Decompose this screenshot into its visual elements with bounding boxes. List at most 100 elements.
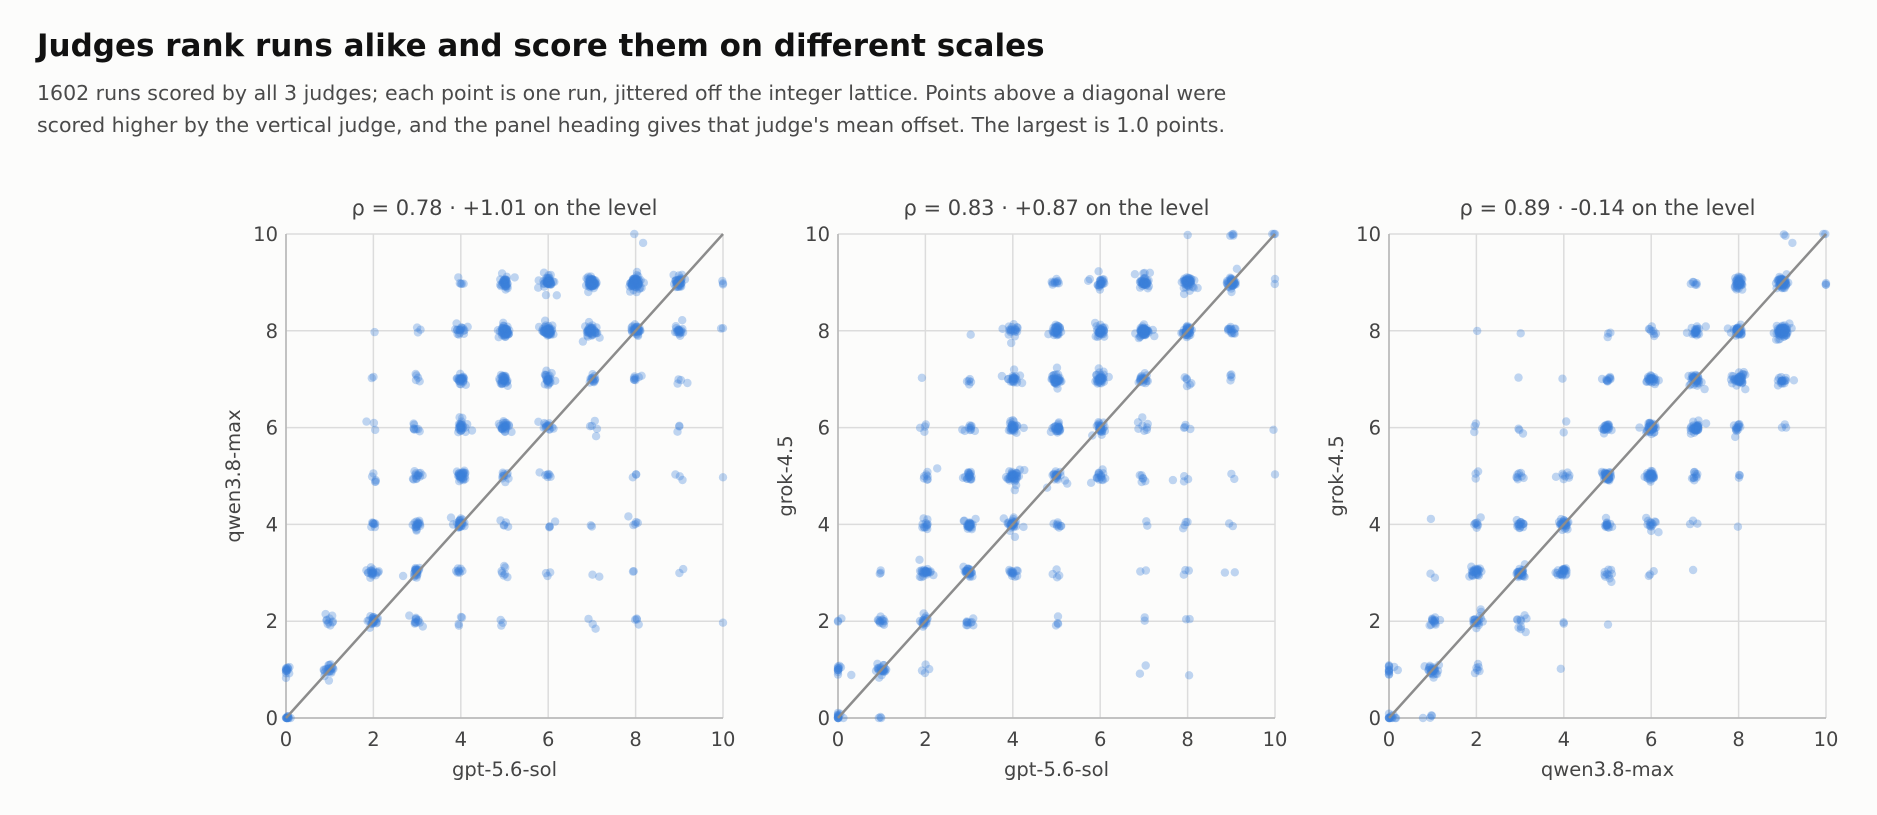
data-point xyxy=(500,325,509,334)
data-point xyxy=(1647,474,1657,483)
data-point xyxy=(398,571,408,581)
data-point xyxy=(1731,432,1740,442)
data-point xyxy=(501,418,510,427)
data-point xyxy=(1098,374,1107,383)
data-point xyxy=(1140,268,1149,278)
data-point xyxy=(1227,469,1236,479)
data-point xyxy=(1650,331,1659,341)
data-point xyxy=(412,522,421,531)
data-point xyxy=(454,375,463,384)
data-point xyxy=(584,326,594,335)
data-point xyxy=(542,375,551,384)
data-point xyxy=(629,277,638,286)
data-point xyxy=(1097,372,1107,381)
data-point xyxy=(1140,328,1150,337)
data-point xyxy=(964,376,974,385)
data-point xyxy=(1778,325,1788,334)
data-point xyxy=(1779,332,1789,341)
data-point xyxy=(1520,572,1529,581)
data-point xyxy=(411,375,421,385)
data-point xyxy=(501,563,510,572)
data-point xyxy=(1048,326,1057,336)
data-point xyxy=(587,280,596,290)
data-point xyxy=(586,325,595,334)
data-point xyxy=(542,329,551,338)
data-point xyxy=(921,420,930,429)
data-point xyxy=(631,376,640,385)
data-point xyxy=(1140,330,1149,339)
data-point xyxy=(503,572,512,582)
data-point xyxy=(1645,375,1654,385)
data-point xyxy=(367,568,376,578)
data-point xyxy=(413,471,423,480)
data-point xyxy=(1230,324,1239,333)
data-point xyxy=(833,665,843,675)
data-point xyxy=(969,621,978,630)
data-point xyxy=(452,374,461,383)
data-point xyxy=(1090,318,1100,328)
data-point xyxy=(1565,471,1574,480)
data-point xyxy=(542,276,552,286)
data-point xyxy=(1518,522,1528,532)
data-point xyxy=(1053,328,1062,338)
data-point xyxy=(1140,273,1150,283)
data-point xyxy=(456,421,466,430)
data-point xyxy=(1098,323,1107,332)
data-point xyxy=(921,519,930,528)
data-point xyxy=(1776,329,1786,338)
data-point xyxy=(1473,467,1483,476)
data-point xyxy=(328,618,337,627)
data-point xyxy=(502,325,511,334)
data-point xyxy=(545,522,554,531)
data-point xyxy=(1776,326,1786,336)
data-point xyxy=(1141,661,1150,670)
data-point xyxy=(1096,374,1106,383)
data-point xyxy=(1054,279,1064,288)
data-point xyxy=(1735,278,1745,288)
data-point xyxy=(629,520,638,530)
data-point xyxy=(463,322,472,331)
data-point xyxy=(1187,275,1196,284)
data-point xyxy=(544,330,553,339)
data-point xyxy=(283,663,293,673)
data-point xyxy=(675,331,685,340)
data-point xyxy=(1186,276,1195,285)
data-point xyxy=(965,520,974,529)
data-point xyxy=(1096,320,1105,329)
data-point xyxy=(1053,322,1063,331)
data-point xyxy=(455,377,464,386)
data-point xyxy=(965,519,975,528)
data-point xyxy=(451,325,460,334)
data-point xyxy=(630,320,640,329)
data-point xyxy=(497,379,507,388)
data-point xyxy=(1050,377,1060,386)
data-point xyxy=(1777,329,1787,338)
data-point xyxy=(371,477,380,486)
data-point xyxy=(456,424,466,433)
data-point xyxy=(960,516,969,525)
data-point xyxy=(1693,426,1702,435)
data-point xyxy=(1654,528,1663,537)
data-point xyxy=(1139,280,1149,289)
data-point xyxy=(1513,470,1522,479)
data-point xyxy=(458,471,467,480)
data-point xyxy=(1732,283,1742,292)
data-point xyxy=(1010,375,1019,384)
data-point xyxy=(634,620,643,629)
data-point xyxy=(1052,376,1061,385)
data-point xyxy=(582,274,591,283)
data-point xyxy=(1006,568,1015,578)
data-point xyxy=(1138,324,1147,333)
data-point xyxy=(412,474,421,483)
data-point xyxy=(1180,521,1189,530)
data-point xyxy=(456,470,465,479)
data-point xyxy=(637,283,646,293)
data-point xyxy=(410,467,419,476)
data-point xyxy=(498,328,507,338)
data-point xyxy=(1138,281,1147,291)
data-point xyxy=(1095,281,1104,290)
data-point xyxy=(1430,616,1440,625)
data-point xyxy=(1470,427,1479,437)
data-point xyxy=(918,523,927,532)
data-point xyxy=(1139,325,1148,335)
